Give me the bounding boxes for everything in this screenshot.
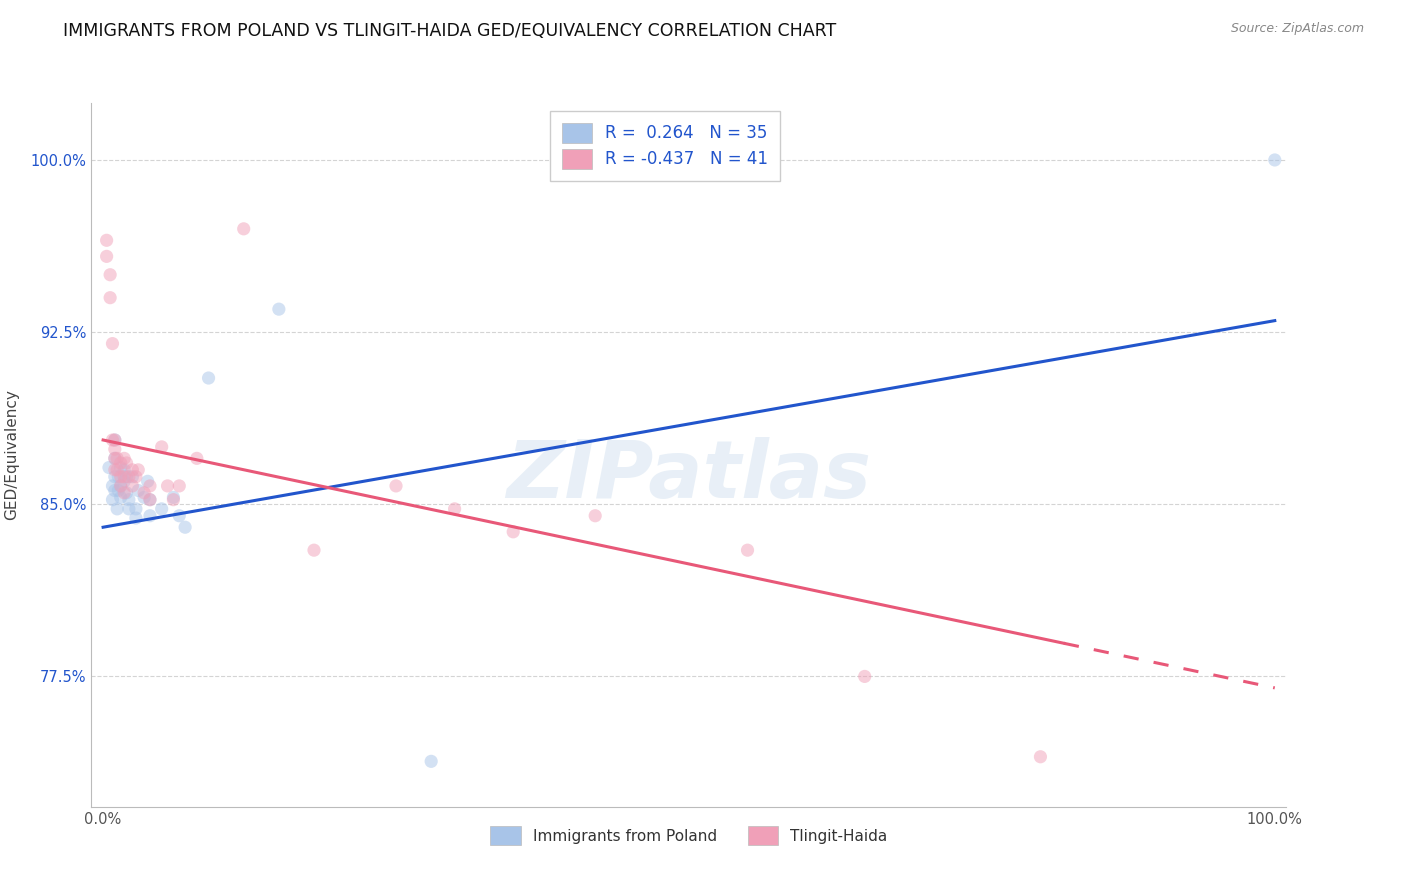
Point: [162, 492, 184, 507]
Point: [1029, 749, 1052, 764]
Point: [583, 508, 606, 523]
Point: [121, 469, 143, 483]
Point: [105, 501, 128, 516]
Point: [104, 451, 127, 466]
Point: [169, 479, 191, 493]
Point: [104, 433, 127, 447]
Point: [101, 479, 124, 493]
Text: ZIPatlas: ZIPatlas: [506, 437, 872, 515]
Point: [118, 501, 141, 516]
Point: [385, 479, 408, 493]
Point: [127, 463, 149, 477]
Point: [104, 483, 127, 498]
Text: IMMIGRANTS FROM POLAND VS TLINGIT-HAIDA GED/EQUIVALENCY CORRELATION CHART: IMMIGRANTS FROM POLAND VS TLINGIT-HAIDA …: [63, 22, 837, 40]
Point: [139, 492, 162, 507]
Point: [96, 233, 118, 247]
Point: [110, 491, 132, 505]
Point: [150, 440, 173, 454]
Point: [139, 508, 162, 523]
Y-axis label: GED/Equivalency: GED/Equivalency: [4, 390, 20, 520]
Point: [98, 460, 120, 475]
Point: [197, 371, 219, 385]
Point: [112, 469, 135, 483]
Point: [98, 268, 121, 282]
Text: Source: ZipAtlas.com: Source: ZipAtlas.com: [1230, 22, 1364, 36]
Point: [112, 475, 135, 489]
Point: [101, 433, 124, 447]
Point: [737, 543, 759, 558]
Point: [420, 755, 443, 769]
Point: [125, 469, 148, 483]
Point: [110, 479, 132, 493]
Point: [115, 485, 138, 500]
Point: [98, 291, 121, 305]
Point: [112, 463, 135, 477]
Point: [115, 469, 138, 483]
Point: [112, 485, 135, 500]
Point: [156, 479, 179, 493]
Point: [104, 469, 127, 483]
Point: [853, 669, 876, 683]
Point: [105, 463, 128, 477]
Point: [118, 469, 141, 483]
Point: [132, 485, 156, 500]
Point: [107, 483, 129, 498]
Point: [162, 491, 184, 505]
Point: [139, 492, 162, 507]
Point: [110, 479, 132, 493]
Point: [132, 491, 156, 505]
Point: [125, 501, 148, 516]
Point: [118, 492, 141, 507]
Point: [1264, 153, 1286, 167]
Point: [302, 543, 325, 558]
Point: [104, 433, 127, 447]
Point: [169, 508, 191, 523]
Point: [110, 460, 132, 475]
Legend: Immigrants from Poland, Tlingit-Haida: Immigrants from Poland, Tlingit-Haida: [482, 819, 896, 853]
Point: [104, 442, 127, 457]
Point: [150, 501, 173, 516]
Point: [267, 302, 290, 317]
Point: [127, 483, 149, 498]
Point: [136, 475, 159, 489]
Point: [101, 492, 124, 507]
Point: [115, 456, 138, 470]
Point: [174, 520, 197, 534]
Point: [101, 336, 124, 351]
Point: [107, 469, 129, 483]
Point: [443, 501, 465, 516]
Point: [186, 451, 208, 466]
Point: [112, 451, 135, 466]
Point: [502, 524, 524, 539]
Point: [121, 463, 143, 477]
Point: [125, 511, 148, 525]
Point: [121, 479, 143, 493]
Point: [110, 469, 132, 483]
Point: [96, 249, 118, 263]
Point: [104, 451, 127, 466]
Point: [139, 479, 162, 493]
Point: [110, 456, 132, 470]
Point: [104, 463, 127, 477]
Point: [105, 451, 128, 466]
Point: [232, 222, 254, 236]
